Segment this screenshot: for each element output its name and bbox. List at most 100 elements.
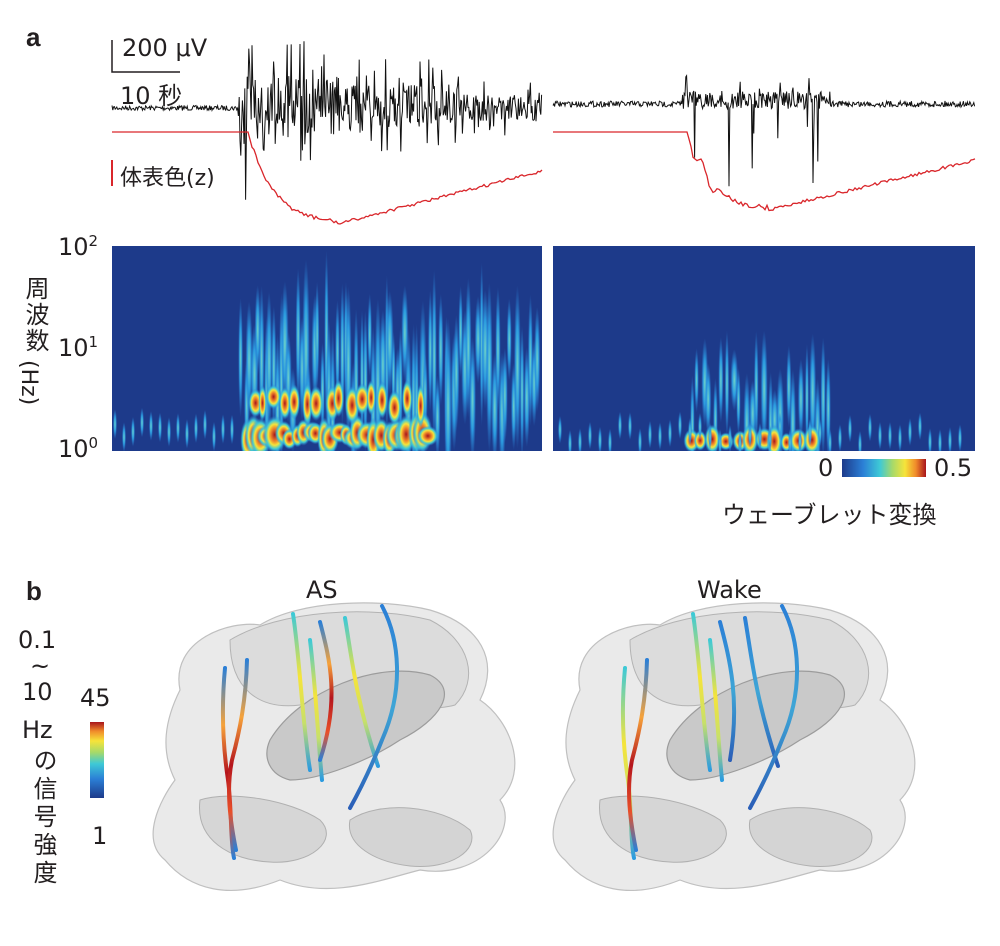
signal-label-line-2: ~: [30, 652, 51, 680]
brain-wake: [552, 602, 916, 891]
spectral-power-patch: [230, 414, 234, 445]
spectral-power-patch: [519, 325, 525, 451]
electrode: [718, 620, 737, 762]
spectral-power-patch: [194, 413, 198, 444]
panel-b-label: b: [26, 576, 42, 606]
spectral-power-patch: [753, 330, 759, 445]
spectral-power-patch: [354, 383, 370, 415]
spectral-power-patch: [718, 336, 724, 424]
spectral-power-patch: [158, 412, 162, 443]
spectral-power-patch: [140, 407, 144, 438]
spectral-power-patch: [416, 384, 425, 428]
spectral-power-patch: [506, 298, 512, 382]
frequency-unit-label: (Hz): [16, 360, 41, 406]
spectral-power-patch: [848, 414, 852, 443]
spectral-power-patch: [648, 420, 652, 449]
panel-a-label: a: [26, 22, 41, 52]
spectral-power-patch: [748, 420, 752, 449]
spectral-power-patch: [760, 330, 768, 449]
spectral-power-patch: [828, 428, 832, 451]
signal-colorbar: [90, 722, 104, 798]
spectral-power-patch: [376, 381, 388, 419]
spectral-power-patch: [185, 418, 189, 449]
scale-voltage-label: 200 μV: [122, 34, 208, 62]
spectral-power-patch: [258, 385, 267, 421]
spectral-power-patch: [333, 379, 345, 417]
spectral-power-patch: [736, 367, 741, 435]
electrode: [743, 616, 780, 768]
spectral-power-patch: [808, 418, 812, 447]
spectral-power-patch: [724, 330, 730, 437]
electrode: [708, 638, 724, 782]
spectral-power-patch: [818, 418, 822, 447]
signal-label-line-6: 強度: [29, 832, 57, 888]
tick-exp: 1: [88, 333, 99, 351]
spectral-power-patch: [167, 417, 171, 448]
spectral-power-patch: [938, 428, 942, 451]
spectral-power-patch: [825, 358, 831, 451]
spectral-power-patch: [417, 425, 439, 447]
spectral-power-patch: [176, 412, 180, 443]
spectral-power-patch: [558, 415, 562, 444]
spectral-power-patch: [958, 424, 962, 451]
spectral-power-patch: [568, 429, 572, 451]
spectral-power-patch: [788, 428, 792, 451]
spectral-power-patch: [858, 430, 862, 451]
skin-color-trace-label: 体表色(z): [120, 166, 215, 191]
spectral-power-patch: [314, 281, 320, 389]
spectral-power-patch: [778, 412, 782, 441]
spectral-power-patch: [501, 347, 508, 444]
spectral-power-patch: [838, 424, 842, 451]
spectral-power-patch: [598, 426, 602, 451]
spectral-power-patch: [868, 413, 872, 442]
spectral-power-patch: [401, 379, 413, 418]
spectral-power-patch: [366, 379, 376, 416]
spectral-power-patch: [688, 417, 692, 446]
electrode: [308, 638, 324, 782]
spectral-power-patch: [908, 417, 912, 446]
spectral-power-patch: [513, 284, 521, 449]
spectral-power-patch: [694, 348, 699, 413]
spectral-power-patch: [708, 422, 712, 451]
spectral-power-patch: [728, 424, 732, 451]
spectral-power-patch: [928, 428, 932, 451]
electrode: [227, 658, 249, 852]
spectral-power-patch: [122, 422, 126, 451]
spectral-power-patch: [534, 306, 541, 413]
spectral-power-patch: [387, 390, 402, 426]
spectral-power-patch: [453, 314, 460, 432]
spectral-power-patch: [888, 421, 892, 450]
electrode: [318, 620, 334, 762]
tick-base: 10: [58, 435, 89, 463]
eeg-waveform: [552, 74, 976, 187]
electrode: [291, 612, 312, 772]
colorbar-min-label: 0: [818, 454, 834, 482]
spectral-power-patch: [578, 428, 582, 451]
tick-base: 10: [58, 334, 89, 362]
electrode: [348, 604, 399, 810]
skin-trace-left: [112, 131, 543, 225]
spectral-power-patch: [948, 426, 952, 451]
title-as: AS: [306, 576, 338, 604]
skin-trace-right: [553, 131, 976, 212]
spectral-power-patch: [628, 412, 632, 441]
spectral-power-patch: [878, 421, 882, 450]
spectral-power-patch: [203, 409, 207, 440]
spectral-power-patch: [798, 427, 802, 451]
tick-exp: 0: [88, 434, 99, 452]
spectral-power-patch: [588, 421, 592, 450]
spectral-power-patch: [238, 297, 243, 418]
spectral-power-patch: [608, 428, 612, 451]
spectral-power-patch: [486, 282, 493, 451]
spectral-power-patch: [678, 411, 682, 440]
spectral-power-patch: [288, 384, 301, 420]
signal-label-line-1: 0.1: [18, 626, 57, 654]
electrode: [343, 616, 380, 768]
tick-10-0: 100: [58, 434, 98, 463]
eeg-trace-left: [111, 41, 543, 200]
eeg-trace-right: [552, 74, 976, 187]
colorbar-title: ウェーブレット変換: [722, 501, 937, 529]
signal-label-line-3: 10: [22, 678, 53, 706]
